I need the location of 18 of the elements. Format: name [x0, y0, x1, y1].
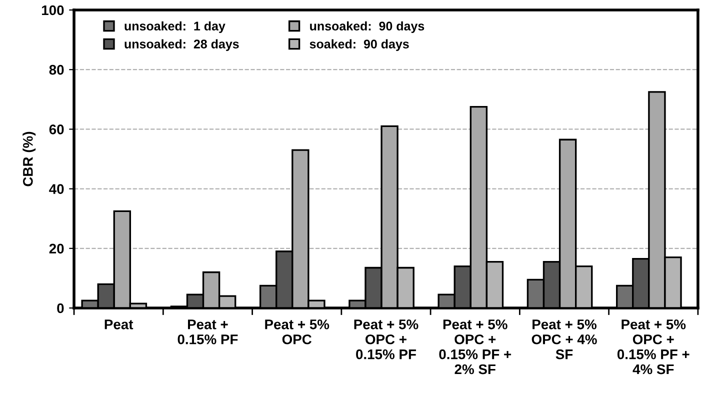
x-tick-label: Peat + 0.15% PF: [178, 320, 238, 344]
x-tick-label: Peat + 5% OPC + 0.15% PF + 4% SF: [617, 320, 690, 374]
y-tick-label: 100: [42, 5, 64, 16]
legend-label: unsoaked: 28 days: [124, 39, 239, 51]
y-axis-title: CBR (%): [22, 132, 36, 186]
y-tick-label: 60: [49, 124, 64, 134]
x-tick-label: Peat + 5% OPC: [265, 320, 330, 344]
x-tick-label: Peat + 5% OPC + 4% SF: [532, 320, 597, 360]
x-tick-label: Peat + 5% OPC + 0.15% PF: [354, 320, 418, 360]
x-tick-label: Peat + 5% OPC + 0.15% PF + 2% SF: [439, 320, 512, 374]
legend-label: unsoaked: 90 days: [310, 21, 424, 33]
y-tick-label: 0: [57, 303, 64, 314]
y-tick-label: 80: [49, 64, 64, 75]
legend-label: soaked: 90 days: [310, 39, 409, 51]
legend-label: unsoaked: 1 day: [124, 21, 226, 33]
y-tick-label: 40: [49, 184, 64, 194]
x-tick-label: Peat: [104, 320, 134, 330]
y-tick-label: 20: [49, 244, 64, 254]
